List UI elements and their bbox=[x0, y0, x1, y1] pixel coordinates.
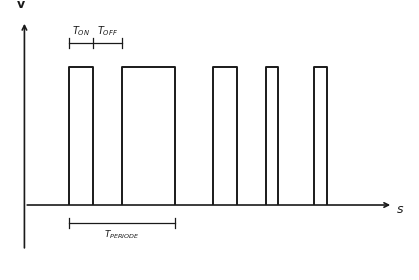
Text: s: s bbox=[397, 203, 403, 216]
Text: $T_{ON}$: $T_{ON}$ bbox=[72, 24, 91, 38]
Text: $T_{PERIODE}$: $T_{PERIODE}$ bbox=[104, 228, 140, 241]
Text: $T_{OFF}$: $T_{OFF}$ bbox=[97, 24, 118, 38]
Text: v: v bbox=[16, 0, 25, 11]
